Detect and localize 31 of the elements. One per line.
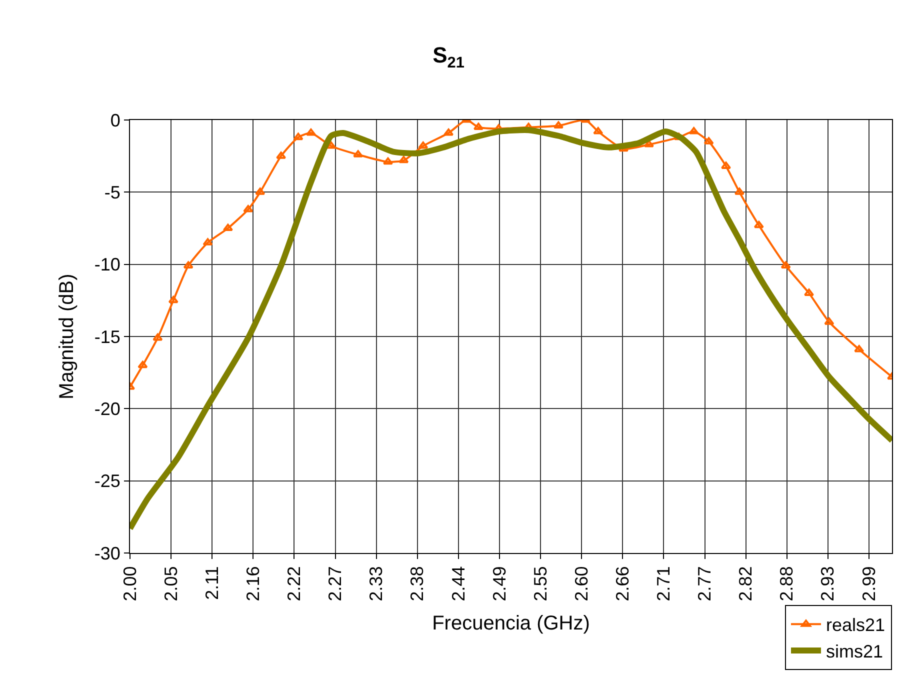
- y-tick-label: -20: [94, 398, 120, 419]
- x-tick-label: 2.55: [530, 566, 550, 602]
- y-tick-label: -10: [94, 254, 120, 275]
- x-tick-label: 2.99: [858, 566, 879, 602]
- y-tick-label: -30: [94, 543, 120, 564]
- x-tick-label: 2.44: [448, 566, 468, 602]
- x-tick-label: 2.16: [243, 566, 264, 602]
- x-tick-label: 2.82: [736, 566, 756, 602]
- y-tick-label: -25: [94, 471, 120, 492]
- legend-label: reals21: [826, 615, 886, 636]
- y-tick-label: -15: [94, 326, 120, 347]
- x-tick-label: 2.38: [407, 566, 428, 602]
- x-tick-label: 2.27: [325, 566, 346, 602]
- x-tick-label: 2.49: [489, 566, 510, 602]
- legend-label: sims21: [826, 642, 884, 662]
- x-axis-title: Frecuencia (GHz): [432, 612, 590, 635]
- y-axis-title: Magnitud (dB): [56, 274, 78, 400]
- chart-title: S$_{21}$: [432, 42, 465, 72]
- x-tick-label: 2.88: [776, 566, 797, 602]
- x-tick-label: 2.66: [612, 566, 632, 602]
- x-tick-label: 2.77: [694, 566, 715, 602]
- x-tick-label: 2.22: [284, 566, 304, 602]
- x-tick-label: 2.05: [160, 566, 181, 602]
- y-tick-label: 0: [110, 110, 120, 130]
- y-tick-label: -5: [104, 182, 120, 202]
- x-tick-label: 2.33: [366, 566, 386, 602]
- x-tick-label: 2.93: [818, 566, 838, 602]
- x-tick-label: 2.60: [571, 566, 592, 602]
- x-tick-label: 2.00: [120, 566, 140, 602]
- x-tick-label: 2.11: [202, 566, 222, 600]
- x-tick-label: 2.71: [654, 566, 674, 602]
